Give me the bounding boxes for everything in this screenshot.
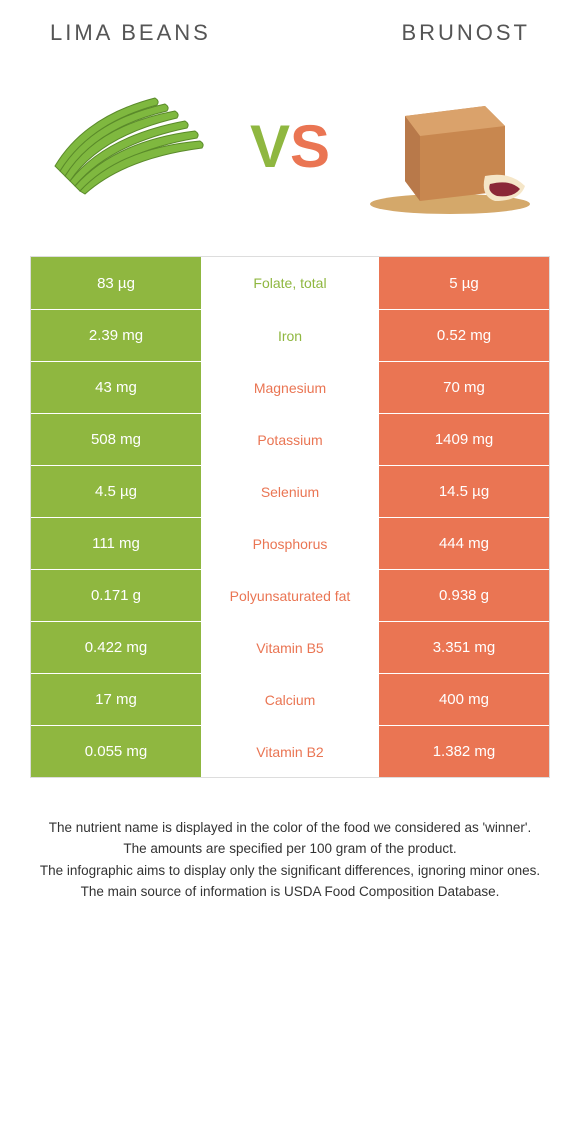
right-value: 1409 mg [379, 414, 549, 465]
left-value: 508 mg [31, 414, 201, 465]
nutrient-row: 43 mgMagnesium70 mg [31, 361, 549, 413]
nutrient-table: 83 µgFolate, total5 µg2.39 mgIron0.52 mg… [30, 256, 550, 778]
right-value: 3.351 mg [379, 622, 549, 673]
nutrient-row: 0.171 gPolyunsaturated fat0.938 g [31, 569, 549, 621]
left-value: 17 mg [31, 674, 201, 725]
nutrient-row: 83 µgFolate, total5 µg [31, 257, 549, 309]
nutrient-row: 2.39 mgIron0.52 mg [31, 309, 549, 361]
footer-line: The main source of information is USDA F… [30, 882, 550, 902]
right-value: 70 mg [379, 362, 549, 413]
nutrient-row: 111 mgPhosphorus444 mg [31, 517, 549, 569]
footer-line: The amounts are specified per 100 gram o… [30, 839, 550, 859]
footer-line: The nutrient name is displayed in the co… [30, 818, 550, 838]
nutrient-label: Polyunsaturated fat [201, 570, 379, 621]
lima-beans-image [40, 76, 220, 216]
left-value: 4.5 µg [31, 466, 201, 517]
right-value: 0.52 mg [379, 310, 549, 361]
left-value: 111 mg [31, 518, 201, 569]
nutrient-label: Calcium [201, 674, 379, 725]
left-value: 2.39 mg [31, 310, 201, 361]
right-value: 14.5 µg [379, 466, 549, 517]
nutrient-label: Phosphorus [201, 518, 379, 569]
footer-notes: The nutrient name is displayed in the co… [30, 818, 550, 902]
nutrient-row: 17 mgCalcium400 mg [31, 673, 549, 725]
nutrient-label: Folate, total [201, 257, 379, 309]
nutrient-label: Iron [201, 310, 379, 361]
nutrient-label: Vitamin B2 [201, 726, 379, 777]
right-food-title: BRUNOST [401, 20, 530, 46]
nutrient-row: 4.5 µgSelenium14.5 µg [31, 465, 549, 517]
vs-s: S [290, 113, 330, 180]
left-food-title: LIMA BEANS [50, 20, 211, 46]
footer-line: The infographic aims to display only the… [30, 861, 550, 881]
left-value: 0.055 mg [31, 726, 201, 777]
nutrient-row: 0.055 mgVitamin B21.382 mg [31, 725, 549, 777]
left-value: 0.422 mg [31, 622, 201, 673]
brunost-image [360, 76, 540, 216]
right-value: 1.382 mg [379, 726, 549, 777]
right-value: 400 mg [379, 674, 549, 725]
right-value: 444 mg [379, 518, 549, 569]
right-value: 0.938 g [379, 570, 549, 621]
nutrient-label: Vitamin B5 [201, 622, 379, 673]
images-row: VS [30, 76, 550, 216]
left-value: 43 mg [31, 362, 201, 413]
header: LIMA BEANS BRUNOST [30, 20, 550, 46]
nutrient-label: Selenium [201, 466, 379, 517]
left-value: 0.171 g [31, 570, 201, 621]
vs-v: V [250, 113, 290, 180]
right-value: 5 µg [379, 257, 549, 309]
nutrient-label: Magnesium [201, 362, 379, 413]
nutrient-label: Potassium [201, 414, 379, 465]
nutrient-row: 508 mgPotassium1409 mg [31, 413, 549, 465]
left-value: 83 µg [31, 257, 201, 309]
vs-label: VS [250, 112, 330, 181]
nutrient-row: 0.422 mgVitamin B53.351 mg [31, 621, 549, 673]
